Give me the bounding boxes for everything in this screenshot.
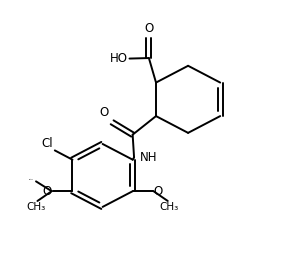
Text: CH₃: CH₃ [160,202,179,212]
Text: O: O [154,185,163,198]
Text: CH₃: CH₃ [27,202,46,212]
Text: Cl: Cl [42,137,53,150]
Text: O: O [99,106,109,119]
Text: NH: NH [140,151,158,164]
Text: O: O [144,22,154,35]
Text: HO: HO [110,52,128,65]
Text: O: O [42,185,52,198]
Text: methyl: methyl [29,179,34,180]
